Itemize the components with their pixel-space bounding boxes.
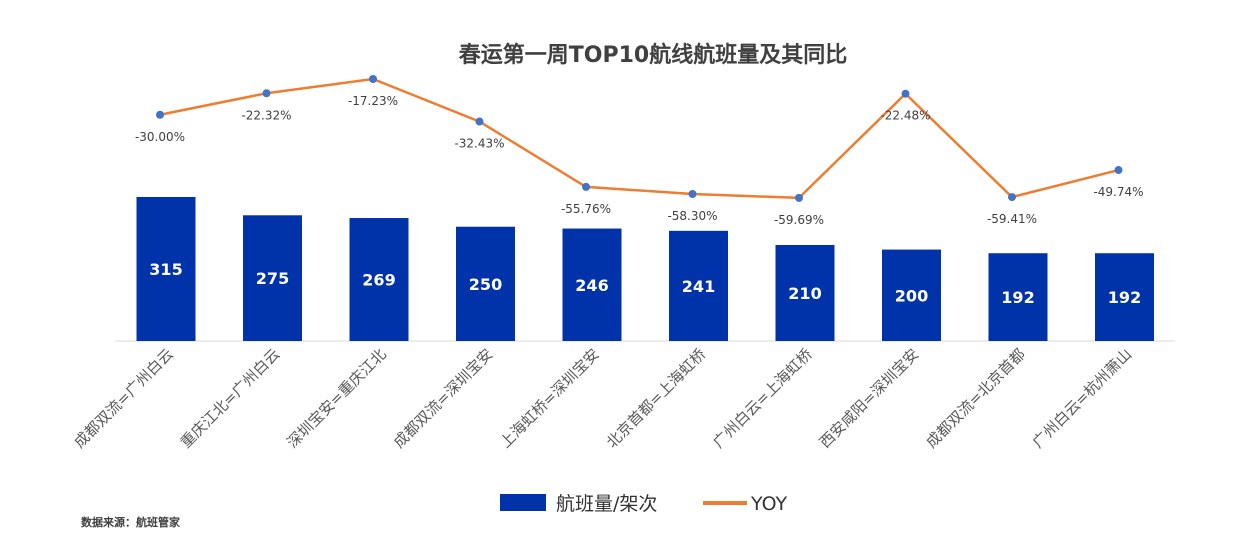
bars-layer: 315 275 269 250 246 241 210 200 192 192 (136, 197, 1154, 341)
x-tick-labels: 成都双流=广州白云 重庆江北=广州白云 深圳宝安=重庆江北 成都双流=深圳宝安 上海虹桥… (70, 345, 1135, 451)
chart-title: 春运第一周TOP10航线航班量及其同比 (459, 42, 847, 68)
x-tick-label-2: 重庆江北=广州白云 (177, 345, 283, 451)
x-tick-label-6: 北京首都=上海虹桥 (603, 345, 709, 451)
yoy-label-4: -32.43% (454, 137, 504, 151)
bar-value-label-1: 315 (149, 260, 182, 279)
bar-10 (1095, 253, 1154, 341)
legend: 航班量/架次 YOY (500, 493, 787, 515)
bar-value-label-9: 192 (1001, 288, 1034, 307)
yoy-label-3: -17.23% (348, 94, 398, 108)
legend-line-label: YOY (750, 493, 787, 515)
yoy-label-9: -59.41% (987, 212, 1037, 226)
data-source: 数据来源：航班管家 (81, 515, 181, 529)
yoy-point-1 (156, 110, 164, 119)
bar-value-label-5: 246 (575, 276, 608, 295)
yoy-label-7: -59.69% (774, 213, 824, 227)
yoy-label-2: -22.32% (241, 108, 291, 122)
bar-7 (775, 245, 835, 341)
bar-1 (136, 197, 196, 341)
bar-value-label-2: 275 (256, 269, 289, 288)
bar-9 (988, 253, 1048, 341)
yoy-point-3 (369, 75, 377, 83)
legend-bar-label: 航班量/架次 (556, 493, 657, 515)
yoy-label-10: -49.74% (1093, 185, 1143, 199)
bar-2 (243, 215, 302, 341)
yoy-line-layer: -30.00% -22.32% -17.23% -32.43% -55.76% -58.3… (135, 75, 1144, 227)
bar-value-label-8: 200 (895, 286, 928, 305)
bar-value-label-7: 210 (788, 284, 821, 303)
yoy-label-8: -22.48% (880, 109, 930, 123)
x-tick-label-8: 西安咸阳=深圳宝安 (816, 345, 922, 451)
yoy-line (159, 77, 1119, 200)
x-tick-label-10: 广州白云=杭州萧山 (1029, 345, 1135, 451)
yoy-point-5 (582, 182, 590, 191)
yoy-point-7 (795, 193, 803, 202)
bar-8 (882, 249, 941, 341)
bar-5 (562, 228, 622, 341)
bar-value-label-10: 192 (1108, 288, 1141, 307)
x-tick-label-3: 深圳宝安=重庆江北 (283, 345, 389, 451)
x-tick-label-1: 成都双流=广州白云 (70, 345, 176, 451)
bar-value-label-6: 241 (682, 277, 715, 296)
bar-6 (669, 230, 728, 341)
bar-value-label-3: 269 (362, 271, 395, 290)
yoy-point-10 (1114, 166, 1123, 175)
yoy-label-6: -58.30% (667, 209, 717, 223)
yoy-point-6 (688, 189, 697, 198)
x-tick-label-4: 成都双流=深圳宝安 (390, 345, 496, 451)
yoy-label-1: -30.00% (135, 130, 185, 144)
x-tick-label-5: 上海虹桥=深圳宝安 (496, 345, 602, 451)
bar-4 (456, 226, 515, 341)
x-tick-label-9: 成都双流=北京首都 (922, 345, 1028, 451)
bar-3 (349, 218, 409, 341)
x-tick-label-7: 广州白云=上海虹桥 (709, 345, 815, 451)
yoy-label-5: -55.76% (561, 202, 611, 216)
legend-bar-swatch (500, 494, 546, 511)
yoy-point-8 (901, 89, 910, 98)
yoy-point-4 (475, 117, 484, 126)
bar-value-label-4: 250 (469, 275, 502, 294)
yoy-point-2 (262, 89, 271, 98)
yoy-point-9 (1008, 193, 1016, 202)
